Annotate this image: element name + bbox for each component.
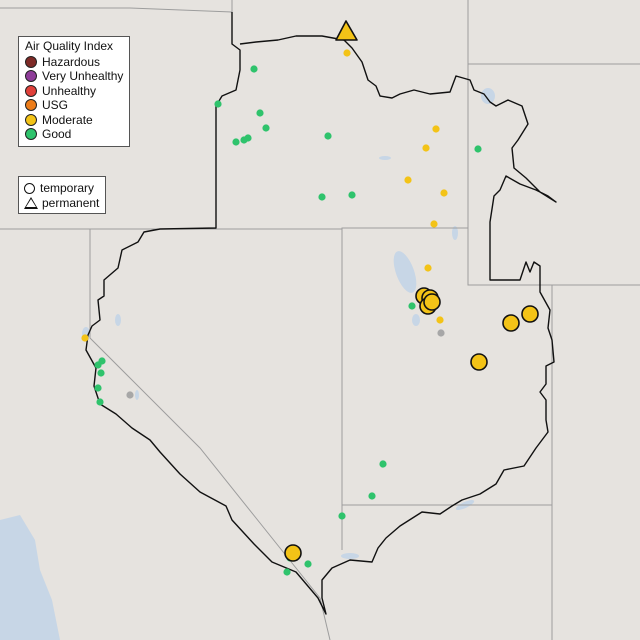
pyramid-lake bbox=[115, 314, 121, 326]
lake-mead bbox=[341, 553, 359, 559]
monitor-site-small bbox=[430, 220, 438, 228]
monitor-site-small bbox=[348, 191, 356, 199]
monitor-site-small bbox=[368, 492, 376, 500]
aqi-legend-row-unhealthy: Unhealthy bbox=[25, 84, 129, 99]
monitor-legend-permanent-label: permanent bbox=[42, 195, 100, 210]
aqi-legend-label: USG bbox=[42, 98, 69, 112]
aqi-swatch-very-unhealthy bbox=[25, 70, 37, 83]
state-line-nv-ca bbox=[89, 229, 321, 599]
monitor-site-small bbox=[437, 329, 445, 337]
monitor-site-small bbox=[408, 302, 416, 310]
aqi-legend-row-very-unhealthy: Very Unhealthy bbox=[25, 69, 129, 84]
monitor-site-small bbox=[232, 138, 240, 146]
monitor-site-small bbox=[432, 125, 440, 133]
triangle-icon bbox=[24, 196, 38, 209]
aqi-swatch-moderate bbox=[25, 113, 37, 126]
aqi-legend: Air Quality Index Hazardous Very Unhealt… bbox=[18, 36, 130, 147]
monitor-legend-row-temporary: temporary bbox=[24, 181, 105, 196]
monitor-site-small bbox=[318, 193, 326, 201]
american-falls-reservoir bbox=[379, 156, 391, 160]
temporary-monitor bbox=[521, 305, 539, 323]
temporary-monitor bbox=[470, 353, 488, 371]
walker-lake bbox=[135, 390, 139, 400]
monitor-site-small bbox=[94, 361, 102, 369]
monitor-site-small bbox=[94, 384, 102, 392]
temporary-monitor bbox=[502, 314, 520, 332]
aqi-legend-label: Very Unhealthy bbox=[42, 69, 124, 83]
region-outline bbox=[85, 12, 557, 615]
aqi-legend-label: Hazardous bbox=[42, 54, 101, 69]
monitor-site-small bbox=[81, 334, 89, 342]
aqi-legend-row-hazardous: Hazardous bbox=[25, 55, 129, 70]
monitor-site-small bbox=[96, 398, 104, 406]
state-line-wy-south bbox=[467, 64, 640, 286]
monitor-legend-row-permanent: permanent bbox=[24, 196, 105, 211]
temporary-monitor bbox=[284, 544, 302, 562]
aqi-legend-title: Air Quality Index bbox=[25, 39, 114, 53]
ocean bbox=[0, 515, 60, 640]
monitor-site-small bbox=[250, 65, 258, 73]
aqi-legend-row-good: Good bbox=[25, 127, 129, 142]
monitor-site-small bbox=[256, 109, 264, 117]
monitor-site-small bbox=[214, 100, 222, 108]
temporary-monitor bbox=[423, 293, 441, 311]
state-line-or-id-north bbox=[0, 7, 233, 13]
aqi-legend-label: Moderate bbox=[42, 112, 93, 127]
permanent-monitor bbox=[335, 20, 358, 41]
monitor-site-small bbox=[283, 568, 291, 576]
aqi-legend-label: Unhealthy bbox=[42, 83, 97, 98]
aqi-legend-label: Good bbox=[42, 127, 72, 141]
monitor-site-small bbox=[126, 391, 134, 399]
monitor-site-small bbox=[474, 145, 482, 153]
monitor-site-small bbox=[324, 132, 332, 140]
aqi-legend-row-usg: USG bbox=[25, 98, 129, 113]
monitor-site-small bbox=[343, 49, 351, 57]
circle-icon bbox=[24, 182, 35, 194]
monitor-site-small bbox=[97, 369, 105, 377]
monitor-site-small bbox=[440, 189, 448, 197]
utah-lake bbox=[412, 314, 420, 326]
monitor-site-small bbox=[338, 512, 346, 520]
monitor-site-small bbox=[436, 316, 444, 324]
aqi-swatch-unhealthy bbox=[25, 84, 37, 97]
aqi-swatch-good bbox=[25, 128, 37, 141]
monitor-site-small bbox=[424, 264, 432, 272]
monitor-site-small bbox=[304, 560, 312, 568]
monitor-site-small bbox=[404, 176, 412, 184]
aqi-legend-row-moderate: Moderate bbox=[25, 113, 129, 128]
monitor-site-small bbox=[244, 134, 252, 142]
aqi-swatch-hazardous bbox=[25, 55, 37, 68]
great-salt-lake bbox=[393, 251, 417, 293]
monitor-site-small bbox=[262, 124, 270, 132]
yellowstone-lake bbox=[481, 88, 495, 104]
monitor-site-small bbox=[379, 460, 387, 468]
bear-lake bbox=[452, 226, 458, 240]
monitor-type-legend: temporary permanent bbox=[18, 176, 106, 214]
monitor-legend-temporary-label: temporary bbox=[40, 181, 95, 195]
aqi-swatch-usg bbox=[25, 99, 37, 112]
monitor-site-small bbox=[422, 144, 430, 152]
